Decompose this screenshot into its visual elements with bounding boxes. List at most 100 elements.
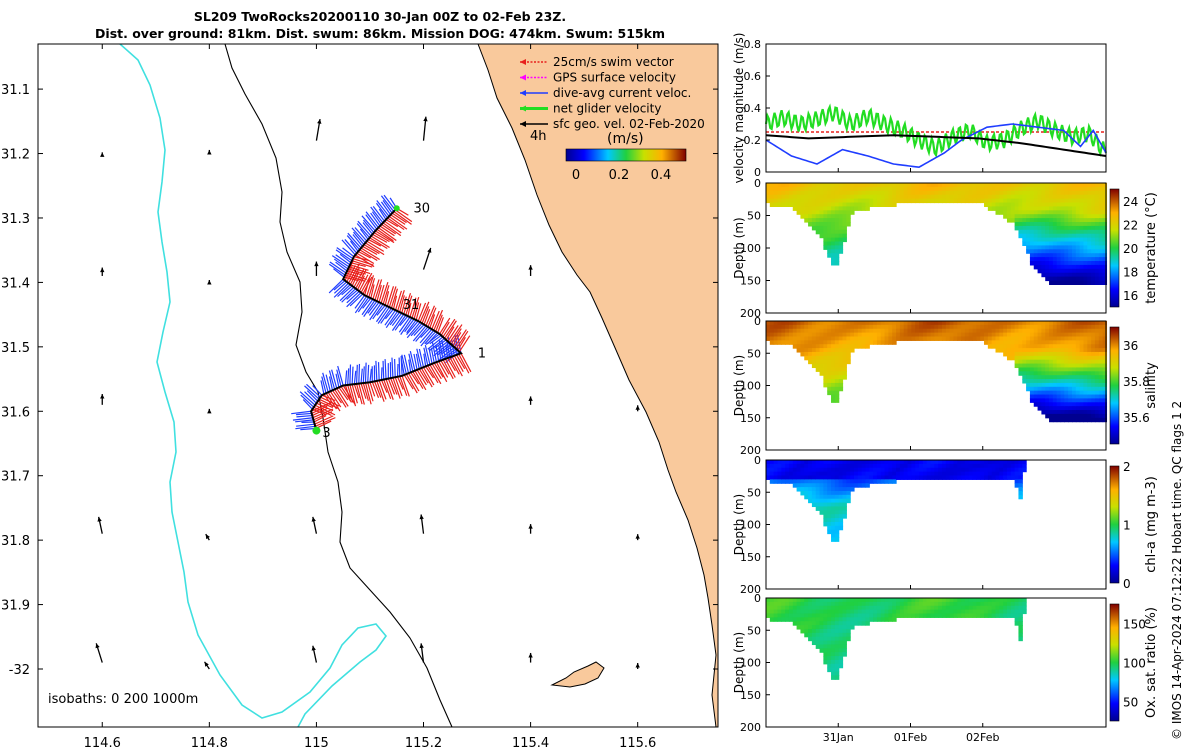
oxygen-cell: [869, 613, 874, 618]
salinity-cell: [796, 336, 802, 341]
salinity-cell: [838, 379, 844, 384]
chlorophyll-cell: [850, 479, 855, 484]
salinity-cell: [788, 321, 794, 326]
dive-avg-current-vectors-arrow: [333, 268, 345, 278]
chlorophyll-colorbar-tick: 1: [1123, 519, 1131, 533]
salinity-cell: [919, 336, 924, 341]
salinity-cell: [811, 344, 817, 349]
geo-velocity-arrow: [97, 516, 103, 534]
velocity-y-tick-label: 0: [754, 166, 761, 179]
swim-vectors-arrow: [440, 360, 450, 375]
chlorophyll-cell: [792, 463, 798, 469]
swim-vectors-arrow: [390, 214, 406, 225]
salinity-cell: [957, 332, 962, 338]
chlorophyll-cell: [815, 494, 821, 500]
swim-vectors-arrow: [372, 233, 388, 243]
temperature-cell: [819, 198, 824, 204]
y-tick-label: 31.7: [1, 470, 30, 485]
salinity-cell: [766, 324, 771, 330]
swim-vectors-arrow: [331, 389, 342, 404]
temperature-cell: [1056, 249, 1062, 254]
chlorophyll-cell: [941, 467, 947, 473]
chlorophyll-cell: [922, 475, 928, 480]
salinity-cell: [788, 336, 794, 341]
temperature-cell: [1075, 214, 1081, 219]
salinity-cell: [999, 348, 1004, 353]
chlorophyll-cell: [827, 467, 832, 473]
temperature-cell: [1083, 229, 1088, 235]
salinity-colorbar-label: salinity: [1144, 362, 1159, 409]
salinity-cell: [1079, 367, 1085, 372]
salinity-cell: [1045, 382, 1050, 388]
salinity-cell: [1064, 355, 1069, 361]
oxygen-cell: [961, 609, 966, 615]
temperature-cell: [1049, 261, 1054, 266]
temperature-cell: [1045, 245, 1050, 250]
chlorophyll-cell: [842, 460, 847, 465]
temperature-cell: [1087, 272, 1092, 278]
chlorophyll-cell: [976, 467, 981, 473]
temperature-cell: [1022, 222, 1027, 227]
temperature-cell: [1083, 198, 1088, 204]
temperature-cell: [984, 202, 989, 207]
swim-vectors-arrow: [363, 244, 380, 255]
temperature-cell: [1075, 202, 1081, 207]
oxygen-cell: [964, 609, 970, 615]
salinity-cell: [1079, 328, 1085, 334]
temperature-cell: [1072, 261, 1077, 266]
chlorophyll-cell: [899, 463, 905, 469]
chlorophyll-cell: [949, 463, 955, 469]
temperature-cell: [846, 222, 851, 227]
chlorophyll-cell: [773, 467, 779, 473]
oxygen-cell: [968, 601, 974, 607]
temperature-cell: [1068, 229, 1073, 235]
geo-velocity-arrow: [635, 663, 640, 670]
salinity-cell: [1075, 355, 1081, 361]
temperature-cell: [876, 198, 882, 204]
salinity-cell: [834, 363, 840, 369]
chlorophyll-cell: [769, 467, 775, 473]
salinity-cell: [1091, 410, 1096, 415]
chlorophyll-cell: [827, 518, 832, 523]
chlorophyll-cell: [804, 467, 809, 473]
chlorophyll-cell: [880, 463, 886, 469]
temperature-cell: [815, 194, 821, 200]
temperature-cell: [1064, 276, 1069, 282]
temperature-cell: [919, 183, 924, 188]
salinity-cell: [861, 332, 867, 338]
salinity-cell: [1037, 406, 1042, 411]
salinity-cell: [1018, 340, 1023, 345]
swim-vectors-arrow: [457, 336, 466, 351]
oxygen-cell: [842, 605, 847, 611]
dive-avg-current-vectors-arrow: [302, 399, 313, 410]
oxygen-cell: [976, 605, 981, 611]
dive-avg-current-vectors: [291, 194, 462, 431]
temperature-cell: [834, 241, 840, 246]
chlorophyll-cell: [853, 463, 859, 469]
temperature-cell: [1003, 183, 1008, 188]
salinity-cell: [819, 348, 824, 353]
dive-avg-current-vectors-arrow: [380, 195, 395, 212]
chlorophyll-cell: [1006, 471, 1012, 477]
salinity-cell: [953, 321, 958, 326]
salinity-cell: [980, 324, 985, 330]
oxygen-cell: [907, 613, 912, 618]
salinity-cell: [1052, 348, 1058, 353]
swim-vectors-arrow: [448, 324, 463, 344]
swim-vectors-arrow: [438, 361, 449, 378]
dive-avg-current-vectors-arrow: [406, 320, 419, 335]
salinity-cell: [827, 340, 832, 345]
chlorophyll-cell: [899, 475, 905, 480]
chlorophyll-cell: [991, 467, 997, 473]
temperature-cell: [1064, 218, 1069, 223]
chlorophyll-cell: [773, 463, 779, 469]
oxygen-cell: [834, 621, 840, 626]
chlorophyll-cell: [815, 471, 821, 477]
temperature-cell: [865, 206, 870, 211]
swim-vectors-arrow: [458, 353, 470, 374]
salinity-cell: [1049, 386, 1054, 392]
salinity-cell: [964, 332, 970, 338]
chlorophyll-cell: [819, 467, 824, 473]
dive-avg-current-vectors-arrow: [370, 212, 381, 227]
